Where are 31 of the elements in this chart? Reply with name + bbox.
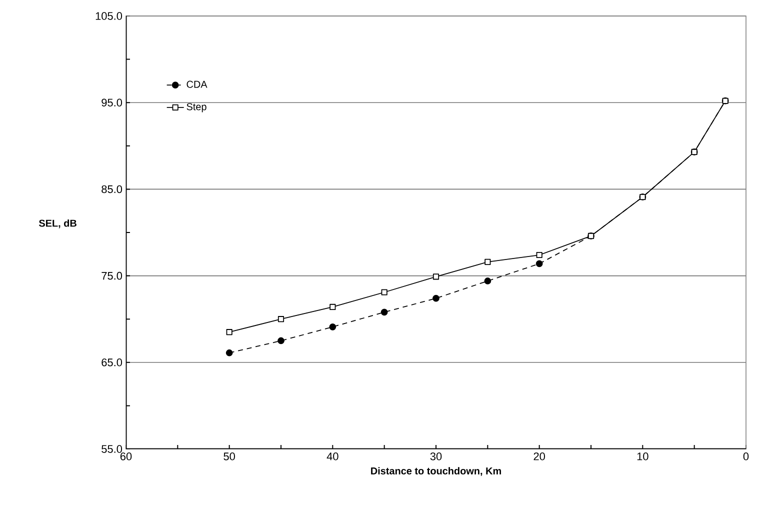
y-tick-label: 65.0: [102, 358, 122, 366]
x-tick-label: 0: [743, 452, 749, 460]
x-tick-label: 50: [224, 452, 235, 460]
x-tick-label: 10: [637, 452, 648, 460]
point: [226, 349, 233, 356]
legend-label: Step: [186, 103, 206, 112]
point: [226, 329, 232, 336]
x-tick-label: 40: [326, 452, 338, 460]
x-tick-label: 20: [534, 452, 545, 460]
y-tick-label: 55.0: [102, 445, 122, 453]
point: [432, 294, 440, 302]
x-axis-title: Distance to touchdown, Km: [371, 467, 501, 476]
point: [278, 316, 284, 322]
x-tick-label: 60: [120, 452, 132, 460]
point: [381, 289, 388, 296]
point: [484, 258, 491, 265]
y-axis-title: SEL, dB: [38, 219, 76, 228]
point: [329, 323, 336, 330]
point: [536, 260, 543, 268]
point: [536, 252, 542, 258]
point: [380, 308, 388, 316]
legend-label: CDA: [186, 80, 208, 88]
y-tick-label: 105.0: [96, 12, 122, 20]
point: [484, 278, 492, 284]
y-tick-label: 95.0: [102, 98, 122, 106]
point: [278, 337, 284, 344]
point: [330, 304, 336, 310]
point: [432, 274, 440, 280]
y-tick-label: 85.0: [102, 185, 122, 194]
y-tick-label: 75.0: [102, 272, 122, 280]
x-tick-label: 30: [430, 452, 442, 460]
